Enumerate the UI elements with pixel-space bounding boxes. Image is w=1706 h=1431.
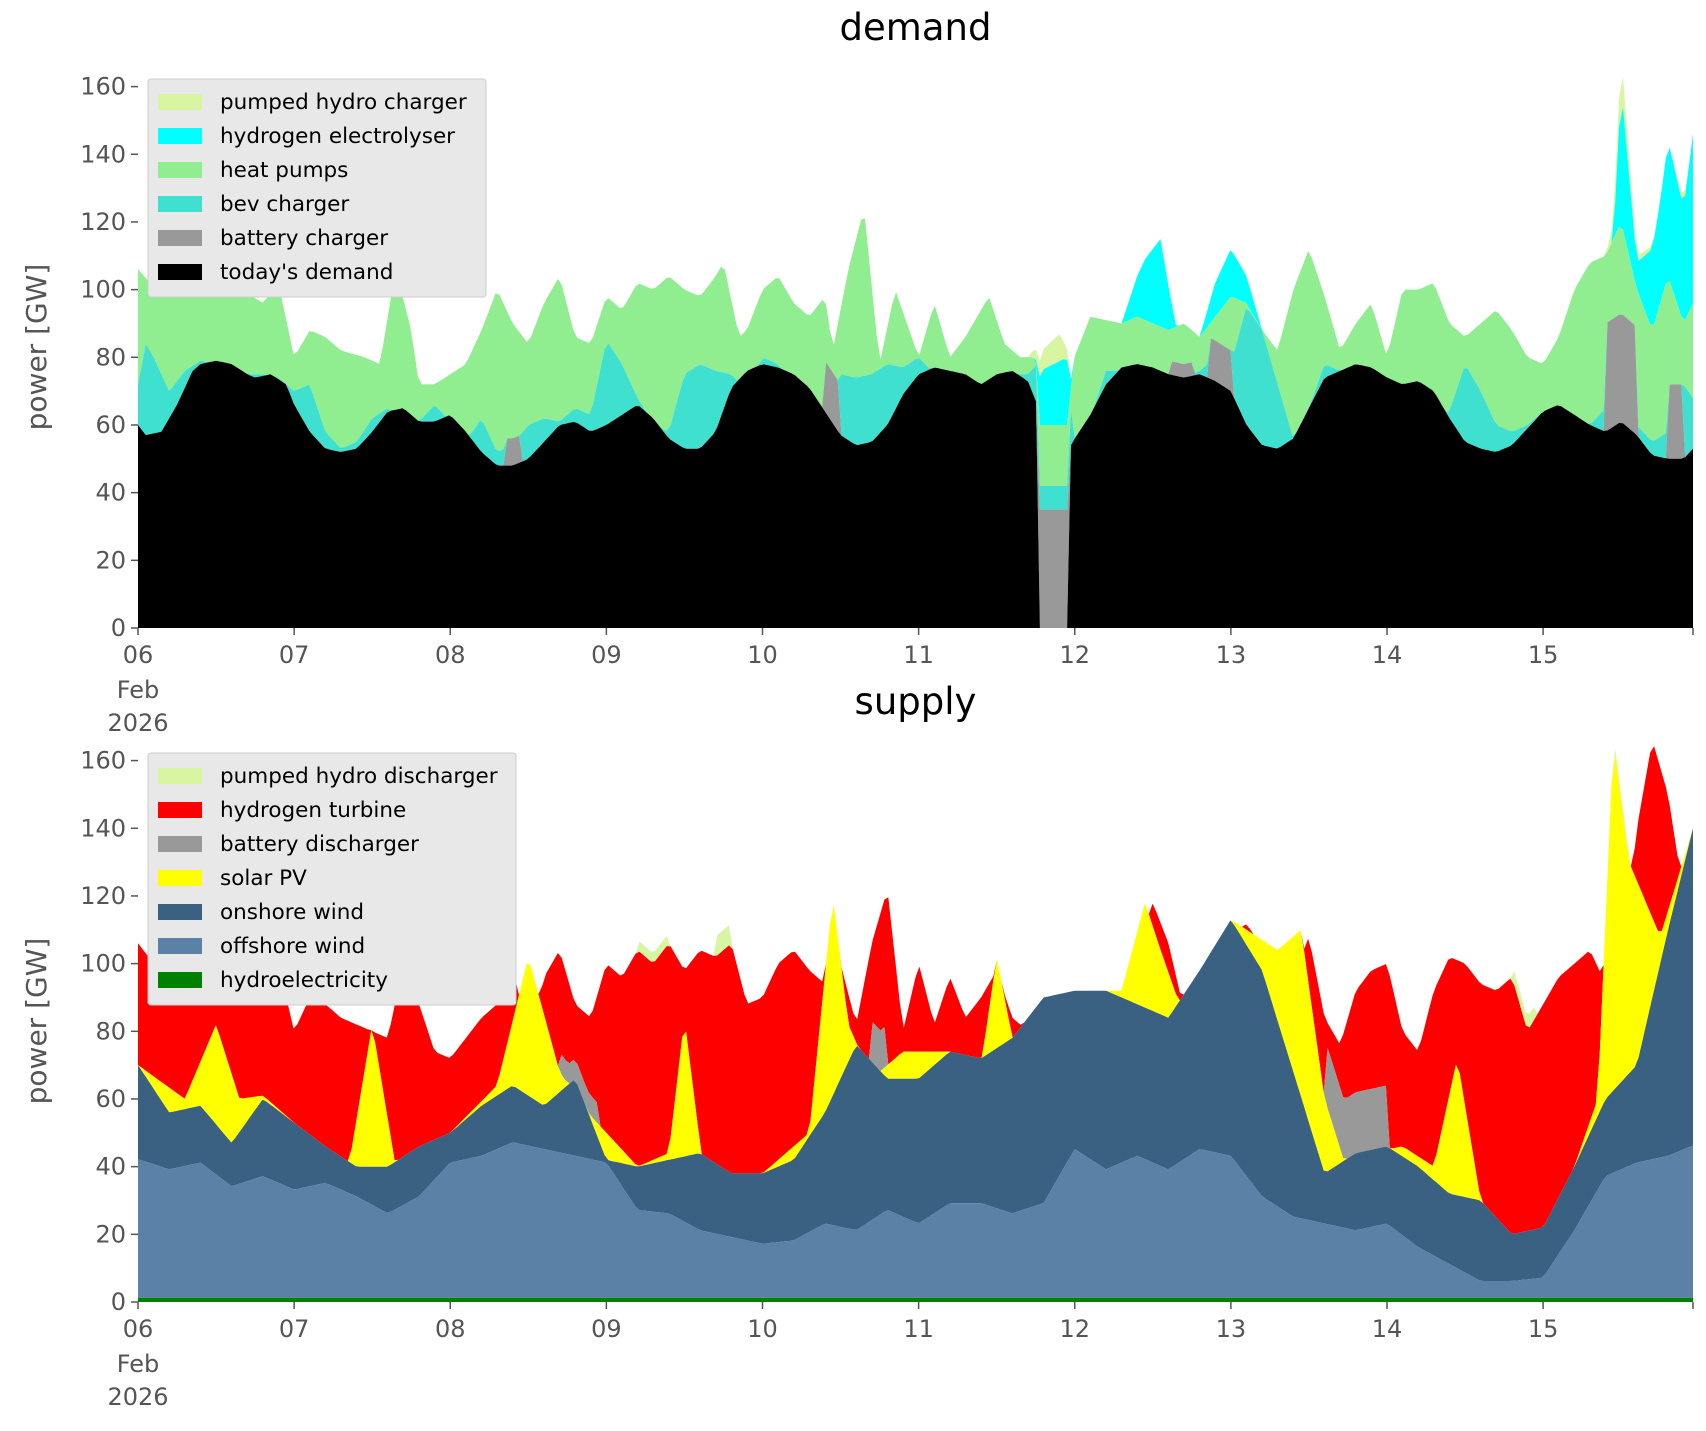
legend-label-offshore-wind: offshore wind [220, 934, 365, 959]
legend-swatch-bev-charger [158, 196, 202, 212]
x-tick-label: 06 [123, 641, 154, 669]
y-tick-label: 80 [95, 1017, 126, 1045]
legend: pumped hydro discharger hydrogen turbine b… [147, 752, 517, 1006]
legend-swatch-hydrogen-electrolyser [158, 128, 202, 144]
x-tick-sublabel: 2026 [107, 709, 168, 737]
legend-swatch-heat-pumps [158, 162, 202, 178]
legend-swatch-solar-pv [158, 870, 202, 886]
x-tick-label: 11 [903, 1315, 934, 1343]
legend-label-heat-pumps: heat pumps [220, 158, 348, 183]
x-tick-label: 07 [279, 641, 310, 669]
area-heat-pumps [138, 218, 1693, 486]
panel-demand: demand 0 20 40 60 80 100 120 140 160 06 Feb 2026 07 08… [20, 6, 1694, 737]
y-tick-label: 120 [80, 882, 126, 910]
legend-swatch-battery-charger [158, 230, 202, 246]
y-axis-label: power [GW] [20, 264, 53, 431]
legend-swatch-offshore-wind [158, 938, 202, 954]
x-tick-label: 15 [1528, 1315, 1559, 1343]
area-bev-charger [138, 308, 1693, 510]
legend-label-battery-charger: battery charger [220, 226, 388, 251]
legend-label-today-s-demand: today's demand [220, 260, 393, 285]
legend-swatch-hydrogen-turbine [158, 802, 202, 818]
x-tick-label: 09 [591, 641, 622, 669]
legend-label-pumped-hydro-charger: pumped hydro charger [220, 90, 467, 115]
x-tick-sublabel: 2026 [107, 1383, 168, 1411]
x-tick-label: 15 [1528, 641, 1559, 669]
y-tick-label: 40 [95, 479, 126, 507]
x-tick-label: 11 [903, 641, 934, 669]
y-tick-label: 140 [80, 814, 126, 842]
x-tick-label: 06 [123, 1315, 154, 1343]
y-tick-label: 20 [95, 1220, 126, 1248]
x-tick-label: 08 [435, 1315, 466, 1343]
y-tick-label: 140 [80, 140, 126, 168]
y-tick-label: 160 [80, 73, 126, 101]
y-tick-label: 100 [80, 276, 126, 304]
x-tick-label: 10 [747, 1315, 778, 1343]
x-tick-label: 13 [1216, 641, 1247, 669]
y-axis-label: power [GW] [20, 938, 53, 1105]
legend-box [147, 78, 487, 298]
area-offshore-wind [138, 1142, 1693, 1298]
legend-label-battery-discharger: battery discharger [220, 832, 419, 857]
legend: pumped hydro charger hydrogen electrolyse… [147, 78, 487, 298]
legend-swatch-hydroelectricity [158, 972, 202, 988]
x-tick-label: 07 [279, 1315, 310, 1343]
y-tick-label: 100 [80, 950, 126, 978]
area-today-s-demand [138, 360, 1693, 628]
chart-title: demand [840, 6, 992, 49]
y-tick-label: 40 [95, 1153, 126, 1181]
legend-label-hydrogen-electrolyser: hydrogen electrolyser [220, 124, 455, 149]
legend-swatch-today-s-demand [158, 264, 202, 280]
x-tick-label: 10 [747, 641, 778, 669]
x-tick-sublabel: Feb [117, 676, 160, 704]
y-tick-label: 60 [95, 411, 126, 439]
legend-swatch-battery-discharger [158, 836, 202, 852]
x-tick-label: 12 [1059, 1315, 1090, 1343]
y-tick-label: 20 [95, 546, 126, 574]
legend-swatch-pumped-hydro-charger [158, 94, 202, 110]
y-tick-label: 80 [95, 343, 126, 371]
area-hydroelectricity [138, 1297, 1693, 1302]
legend-label-bev-charger: bev charger [220, 192, 349, 217]
x-tick-label: 08 [435, 641, 466, 669]
x-tick-label: 12 [1059, 641, 1090, 669]
legend-label-onshore-wind: onshore wind [220, 900, 364, 925]
chart-title: supply [855, 680, 977, 723]
area-hydrogen-turbine [138, 746, 1693, 1234]
y-tick-label: 160 [80, 747, 126, 775]
legend-label-solar-pv: solar PV [220, 866, 307, 891]
legend-label-pumped-hydro-discharger: pumped hydro discharger [220, 764, 498, 789]
y-tick-label: 0 [111, 614, 126, 642]
y-tick-label: 60 [95, 1085, 126, 1113]
x-tick-sublabel: Feb [117, 1350, 160, 1378]
y-tick-label: 120 [80, 208, 126, 236]
legend-label-hydroelectricity: hydroelectricity [220, 968, 388, 993]
legend-swatch-onshore-wind [158, 904, 202, 920]
y-tick-label: 0 [111, 1288, 126, 1316]
panel-supply: supply 0 20 40 60 80 100 120 140 160 06 Feb 2026 07 08… [20, 680, 1694, 1411]
x-tick-label: 13 [1216, 1315, 1247, 1343]
x-tick-label: 14 [1372, 641, 1403, 669]
x-tick-label: 09 [591, 1315, 622, 1343]
legend-swatch-pumped-hydro-discharger [158, 768, 202, 784]
legend-label-hydrogen-turbine: hydrogen turbine [220, 798, 406, 823]
area-onshore-wind [138, 828, 1693, 1281]
legend-box [147, 752, 517, 1006]
x-tick-label: 14 [1372, 1315, 1403, 1343]
